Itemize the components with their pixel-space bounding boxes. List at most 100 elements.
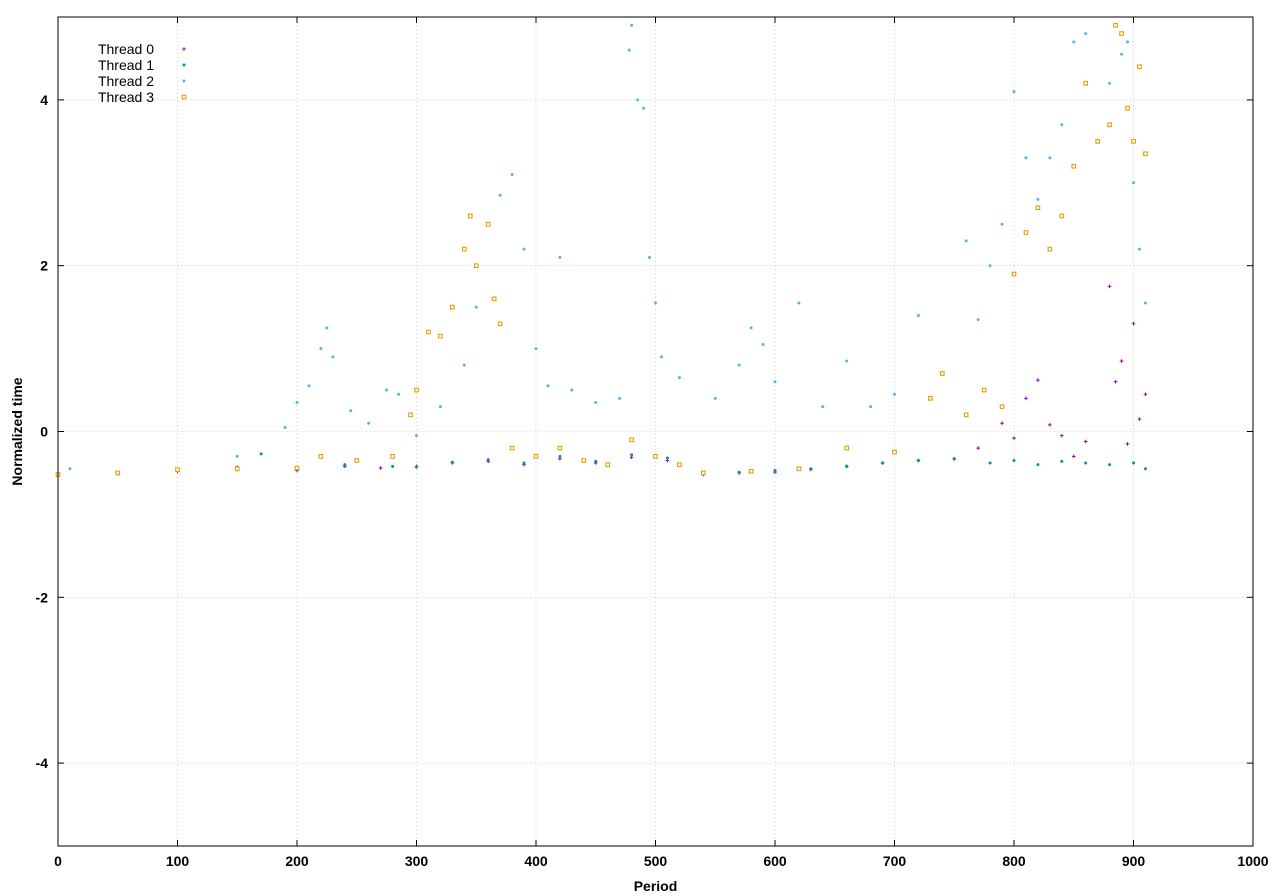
data-point [1036,463,1040,467]
data-point [845,359,849,363]
x-tick-label: 300 [405,853,429,869]
data-point [964,239,968,243]
data-point [988,264,992,268]
data-point [654,301,657,305]
data-point [1000,222,1004,226]
x-tick-label: 800 [1002,853,1026,869]
y-tick-label: 0 [40,424,48,440]
data-point [1024,396,1028,401]
data-point [988,461,992,465]
x-tick-label: 100 [166,853,190,869]
data-point [1132,461,1135,465]
data-point [259,452,263,456]
data-point [748,468,754,474]
data-point [283,425,287,429]
data-point [594,459,598,463]
data-point [1143,392,1148,396]
legend-marker [182,63,186,67]
data-point [1143,151,1148,157]
data-point [1137,64,1142,70]
data-point [1024,156,1028,160]
data-point [618,396,622,400]
data-point [1113,379,1118,384]
data-point [546,384,550,388]
data-point [354,458,360,463]
data-point [1036,197,1040,201]
data-point [1035,205,1041,211]
data-point [1012,90,1016,94]
data-point [1126,40,1130,44]
x-axis-label: Period [634,878,678,894]
data-point [473,263,479,269]
data-point [1131,139,1136,144]
data-point [558,255,562,259]
data-point [235,454,239,458]
data-point [1047,246,1053,252]
data-point [1012,436,1016,440]
x-tick-label: 200 [285,853,309,869]
data-point [486,458,490,462]
data-point [438,405,442,409]
legend-marker [182,47,186,51]
data-point [1011,271,1017,277]
data-point [1108,81,1112,85]
axis-ticks: 0 100 200 300 400 500 600 700 800 900 1000 -4 -2 0 2 4 [36,17,1269,869]
x-tick-label: 900 [1122,853,1146,869]
data-point [426,329,431,335]
data-point [821,405,825,409]
x-tick-label: 1000 [1237,853,1268,869]
data-point [408,412,413,418]
data-point [397,392,401,396]
data-point [1071,454,1076,459]
series-layer [55,22,1148,478]
data-point [1125,442,1130,446]
data-point [558,454,562,458]
data-point [809,467,813,471]
data-point [1137,417,1142,421]
data-point [648,255,652,259]
data-point [1023,230,1029,235]
data-point [916,313,920,317]
data-point [319,347,323,351]
x-tick-label: 400 [524,853,548,869]
data-point [939,371,945,376]
data-point [522,247,526,251]
data-point [700,470,706,476]
data-point [415,434,418,438]
data-point [1083,80,1089,86]
data-point [1125,105,1130,111]
data-point [462,363,466,367]
series-thread-0 [56,284,1148,478]
data-point [605,462,611,468]
data-point [1119,359,1124,363]
data-point [391,464,395,468]
data-point [916,459,920,463]
data-point [581,458,587,463]
data-point [115,470,121,476]
data-point [594,400,598,404]
data-point [367,421,371,425]
y-tick-label: -2 [36,589,49,605]
y-tick-label: 2 [40,258,48,274]
data-point [1012,459,1016,463]
data-point [981,387,987,393]
data-point [713,396,717,400]
data-point [318,454,324,459]
data-point [1108,463,1112,467]
data-point [533,454,539,459]
data-point [1083,439,1088,444]
data-point [665,456,669,460]
data-point [749,326,753,330]
legend-label: Thread 3 [98,89,154,105]
legend-marker [182,79,186,83]
data-point [485,221,491,227]
data-point [927,395,933,401]
data-point [378,466,383,470]
data-point [797,301,801,305]
x-tick-label: 0 [54,853,62,869]
data-point [1048,156,1052,160]
data-point [1143,467,1147,471]
series-thread-1 [56,452,1147,477]
data-point [449,304,455,310]
data-point [467,213,473,219]
